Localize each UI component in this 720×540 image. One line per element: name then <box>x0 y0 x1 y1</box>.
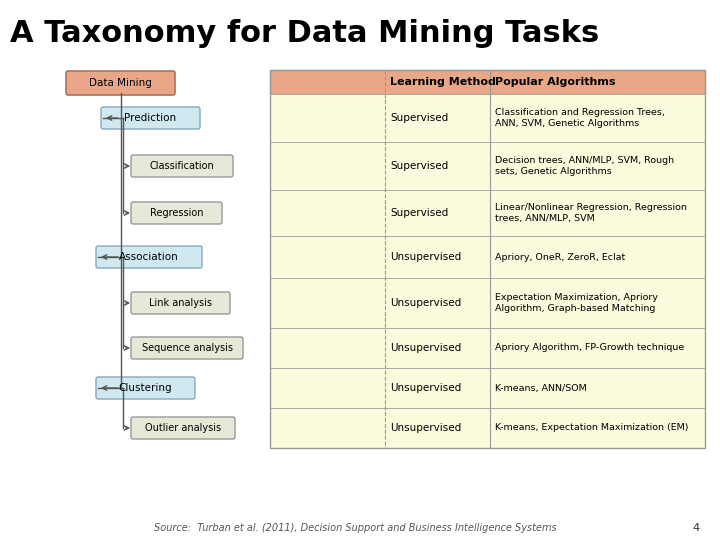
Text: Apriory Algorithm, FP-Growth technique: Apriory Algorithm, FP-Growth technique <box>495 343 684 353</box>
Text: Linear/Nonlinear Regression, Regression
trees, ANN/MLP, SVM: Linear/Nonlinear Regression, Regression … <box>495 202 687 224</box>
FancyBboxPatch shape <box>96 246 202 268</box>
Text: Classification: Classification <box>150 161 215 171</box>
Text: Regression: Regression <box>150 208 203 218</box>
Text: Unsupervised: Unsupervised <box>390 298 462 308</box>
Text: A Taxonomy for Data Mining Tasks: A Taxonomy for Data Mining Tasks <box>10 18 599 48</box>
Text: Learning Method: Learning Method <box>390 77 496 87</box>
FancyBboxPatch shape <box>270 142 705 190</box>
FancyBboxPatch shape <box>270 278 705 328</box>
Text: Unsupervised: Unsupervised <box>390 343 462 353</box>
FancyBboxPatch shape <box>270 94 705 142</box>
Text: 4: 4 <box>693 523 700 533</box>
FancyBboxPatch shape <box>131 155 233 177</box>
Text: Clustering: Clustering <box>119 383 172 393</box>
FancyBboxPatch shape <box>270 328 705 368</box>
Text: Outlier analysis: Outlier analysis <box>145 423 221 433</box>
Text: Association: Association <box>119 252 179 262</box>
Text: Data Mining: Data Mining <box>89 78 152 88</box>
FancyBboxPatch shape <box>270 408 705 448</box>
Text: Apriory, OneR, ZeroR, Eclat: Apriory, OneR, ZeroR, Eclat <box>495 253 625 261</box>
Text: Popular Algorithms: Popular Algorithms <box>495 77 616 87</box>
Text: Unsupervised: Unsupervised <box>390 423 462 433</box>
FancyBboxPatch shape <box>270 368 705 408</box>
FancyBboxPatch shape <box>270 190 705 236</box>
Text: Link analysis: Link analysis <box>149 298 212 308</box>
Text: Supervised: Supervised <box>390 161 449 171</box>
FancyBboxPatch shape <box>101 107 200 129</box>
Text: K-means, ANN/SOM: K-means, ANN/SOM <box>495 383 587 393</box>
Text: K-means, Expectation Maximization (EM): K-means, Expectation Maximization (EM) <box>495 423 688 433</box>
Text: Sequence analysis: Sequence analysis <box>142 343 233 353</box>
FancyBboxPatch shape <box>131 417 235 439</box>
Text: Supervised: Supervised <box>390 113 449 123</box>
FancyBboxPatch shape <box>131 292 230 314</box>
FancyBboxPatch shape <box>131 337 243 359</box>
FancyBboxPatch shape <box>270 236 705 278</box>
Text: Unsupervised: Unsupervised <box>390 383 462 393</box>
FancyBboxPatch shape <box>270 70 705 94</box>
Text: Expectation Maximization, Apriory
Algorithm, Graph-based Matching: Expectation Maximization, Apriory Algori… <box>495 293 658 313</box>
Text: Prediction: Prediction <box>125 113 176 123</box>
Text: Supervised: Supervised <box>390 208 449 218</box>
Text: Unsupervised: Unsupervised <box>390 252 462 262</box>
Text: Classification and Regression Trees,
ANN, SVM, Genetic Algorithms: Classification and Regression Trees, ANN… <box>495 107 665 129</box>
FancyBboxPatch shape <box>96 377 195 399</box>
FancyBboxPatch shape <box>131 202 222 224</box>
Text: Source:  Turban et al. (2011), Decision Support and Business Intelligence System: Source: Turban et al. (2011), Decision S… <box>153 523 557 533</box>
Text: Decision trees, ANN/MLP, SVM, Rough
sets, Genetic Algorithms: Decision trees, ANN/MLP, SVM, Rough sets… <box>495 156 674 177</box>
FancyBboxPatch shape <box>66 71 175 95</box>
